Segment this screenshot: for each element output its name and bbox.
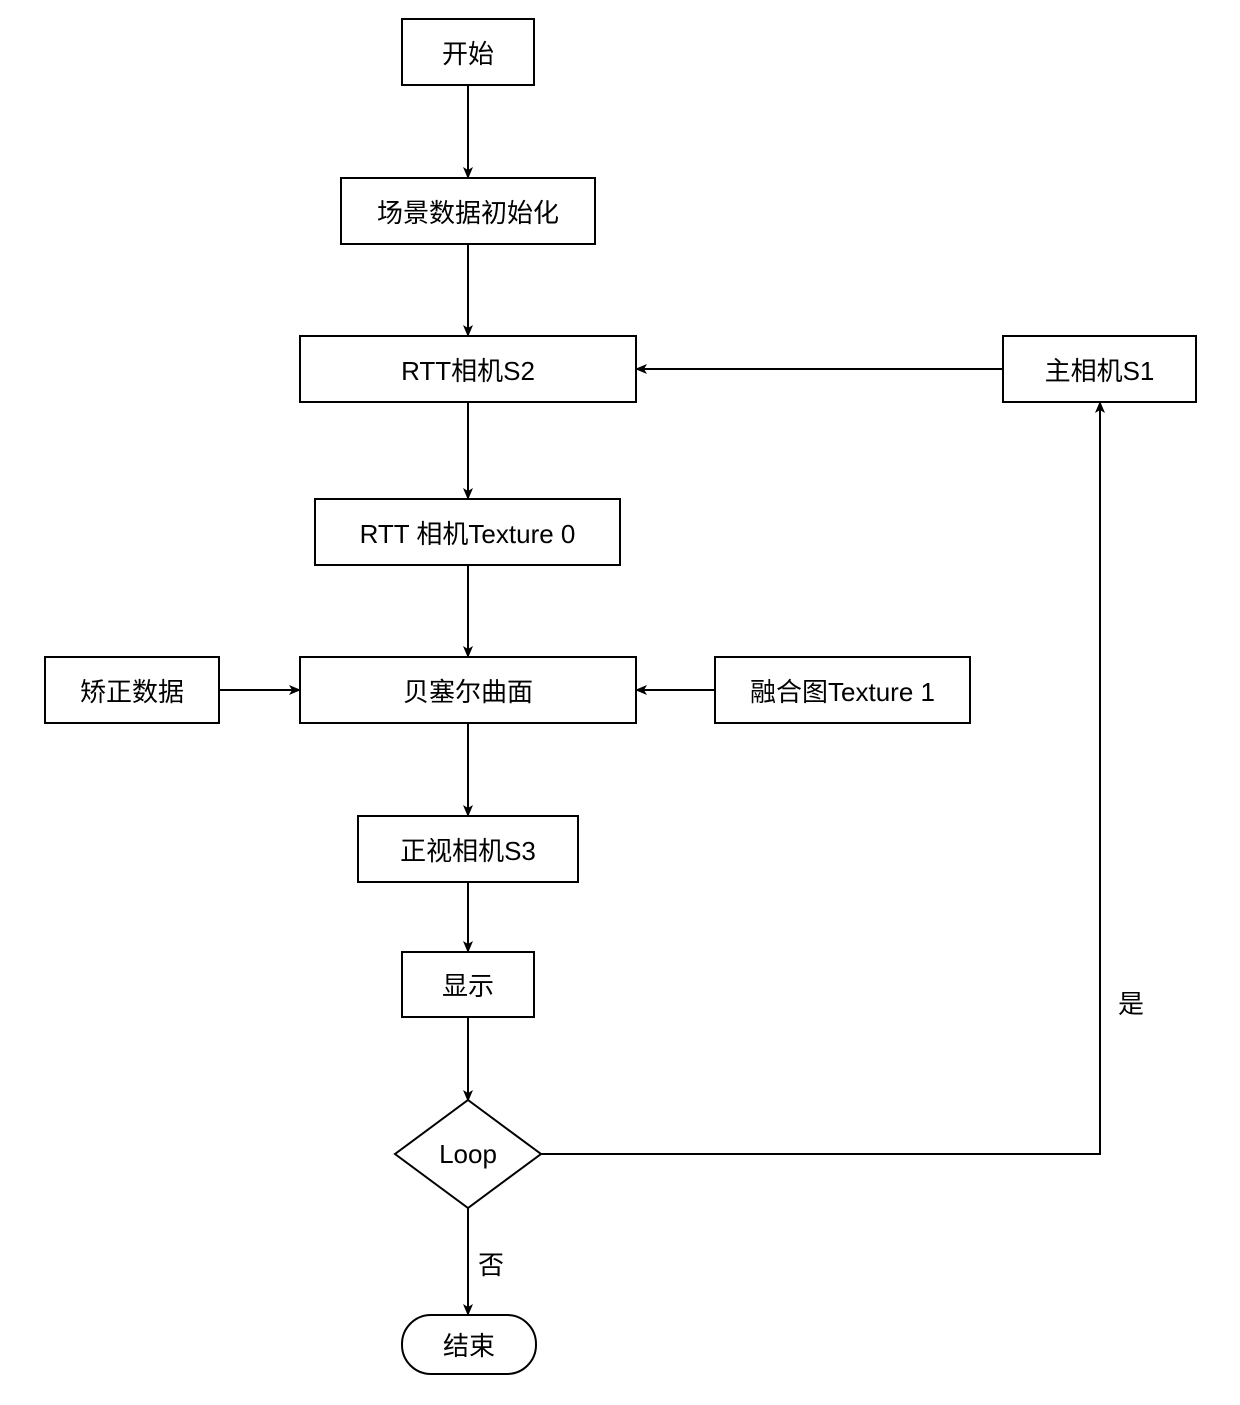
node-rtt_s2: RTT相机S2: [299, 335, 637, 403]
flowchart-canvas: 开始场景数据初始化 RTT相机S2 主相机S1 RTT 相机Texture 0 矫正数据…: [0, 0, 1240, 1405]
edge-label-loop-to-main_s1: 是: [1118, 984, 1144, 1021]
node-loop: [395, 1100, 541, 1208]
node-bezier: 贝塞尔曲面: [299, 656, 637, 724]
node-ortho_s3: 正视相机S3: [357, 815, 579, 883]
node-loop-label: Loop: [395, 1100, 541, 1208]
node-correct: 矫正数据: [44, 656, 220, 724]
node-rtt_tex0: RTT 相机Texture 0: [314, 498, 621, 566]
node-fuse_tex1: 融合图Texture 1: [714, 656, 971, 724]
node-init: 场景数据初始化: [340, 177, 596, 245]
node-main_s1: 主相机S1: [1002, 335, 1197, 403]
edge-label-loop-to-end: 否: [478, 1245, 504, 1282]
edge-loop-to-main_s1: [541, 403, 1100, 1154]
node-start: 开始: [401, 18, 535, 86]
node-end: 结束: [401, 1314, 537, 1375]
node-display: 显示: [401, 951, 535, 1018]
